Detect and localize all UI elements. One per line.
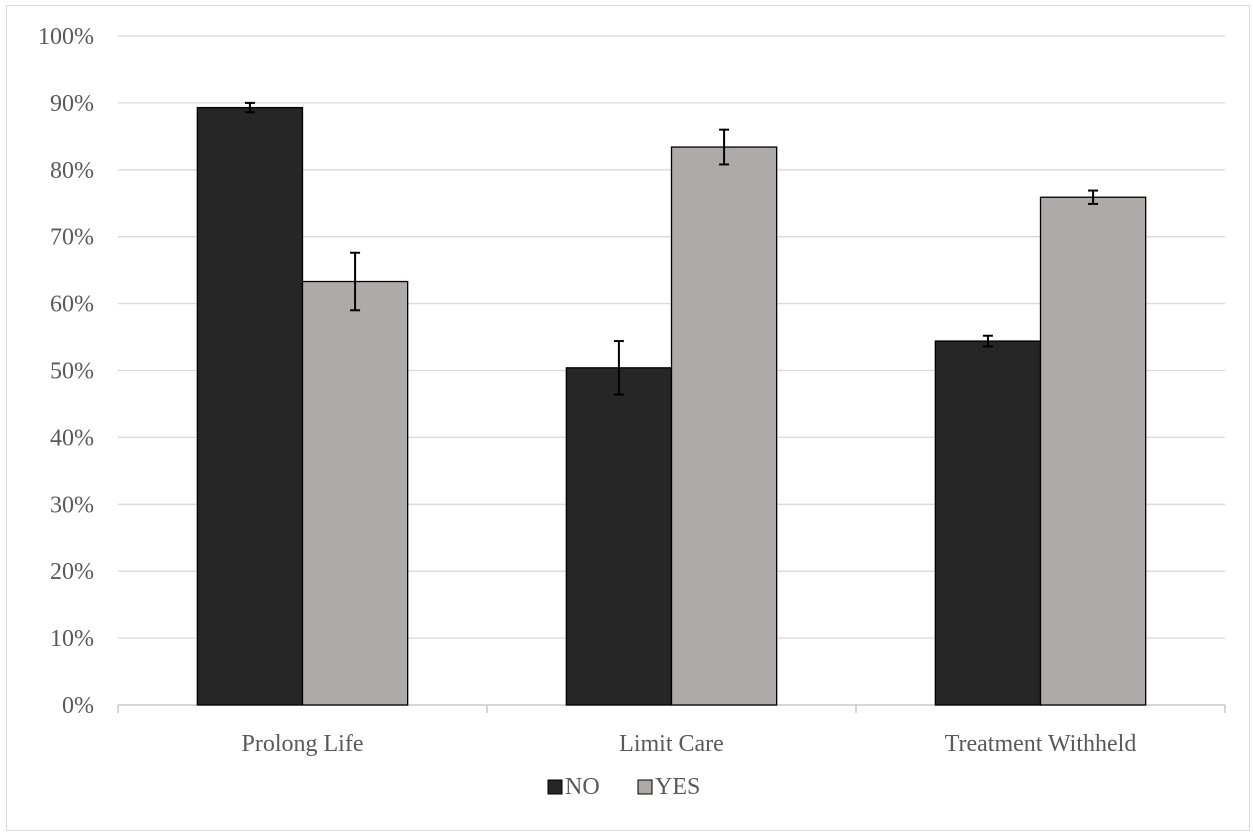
bar-no-2 [934, 340, 1042, 706]
category-label: Limit Care [619, 731, 724, 757]
y-tick-label: 90% [50, 91, 94, 117]
category-label: Treatment Withheld [945, 731, 1137, 757]
legend-swatch-yes [637, 779, 653, 795]
y-tick-label: 70% [50, 225, 94, 251]
legend-swatch-no [547, 779, 563, 795]
y-tick-label: 80% [50, 158, 94, 184]
bars [196, 106, 1147, 706]
y-tick-labels: 0% 10% 20% 30% 40% 50% 60% 70% 80% 90% 100% [38, 24, 94, 719]
y-tick-label: 30% [50, 492, 94, 518]
bar-yes-0 [301, 280, 409, 706]
legend-label-no: NO [565, 774, 600, 800]
y-tick-label: 0% [62, 693, 94, 719]
category-labels: Prolong Life Limit Care Treatment Withheld [242, 731, 1137, 757]
legend: NO YES [547, 774, 700, 800]
y-tick-label: 60% [50, 292, 94, 318]
bar-no-1 [565, 367, 673, 706]
y-tick-label: 50% [50, 359, 94, 385]
y-tick-label: 100% [38, 24, 94, 50]
category-label: Prolong Life [242, 731, 364, 757]
error-bars [244, 101, 1099, 396]
bar-yes-2 [1039, 196, 1147, 706]
bar-no-0 [196, 106, 304, 706]
axes [117, 704, 1226, 713]
bar-yes-1 [670, 146, 778, 706]
y-tick-label: 10% [50, 626, 94, 652]
y-tick-label: 20% [50, 559, 94, 585]
legend-label-yes: YES [655, 774, 700, 800]
y-tick-label: 40% [50, 425, 94, 451]
